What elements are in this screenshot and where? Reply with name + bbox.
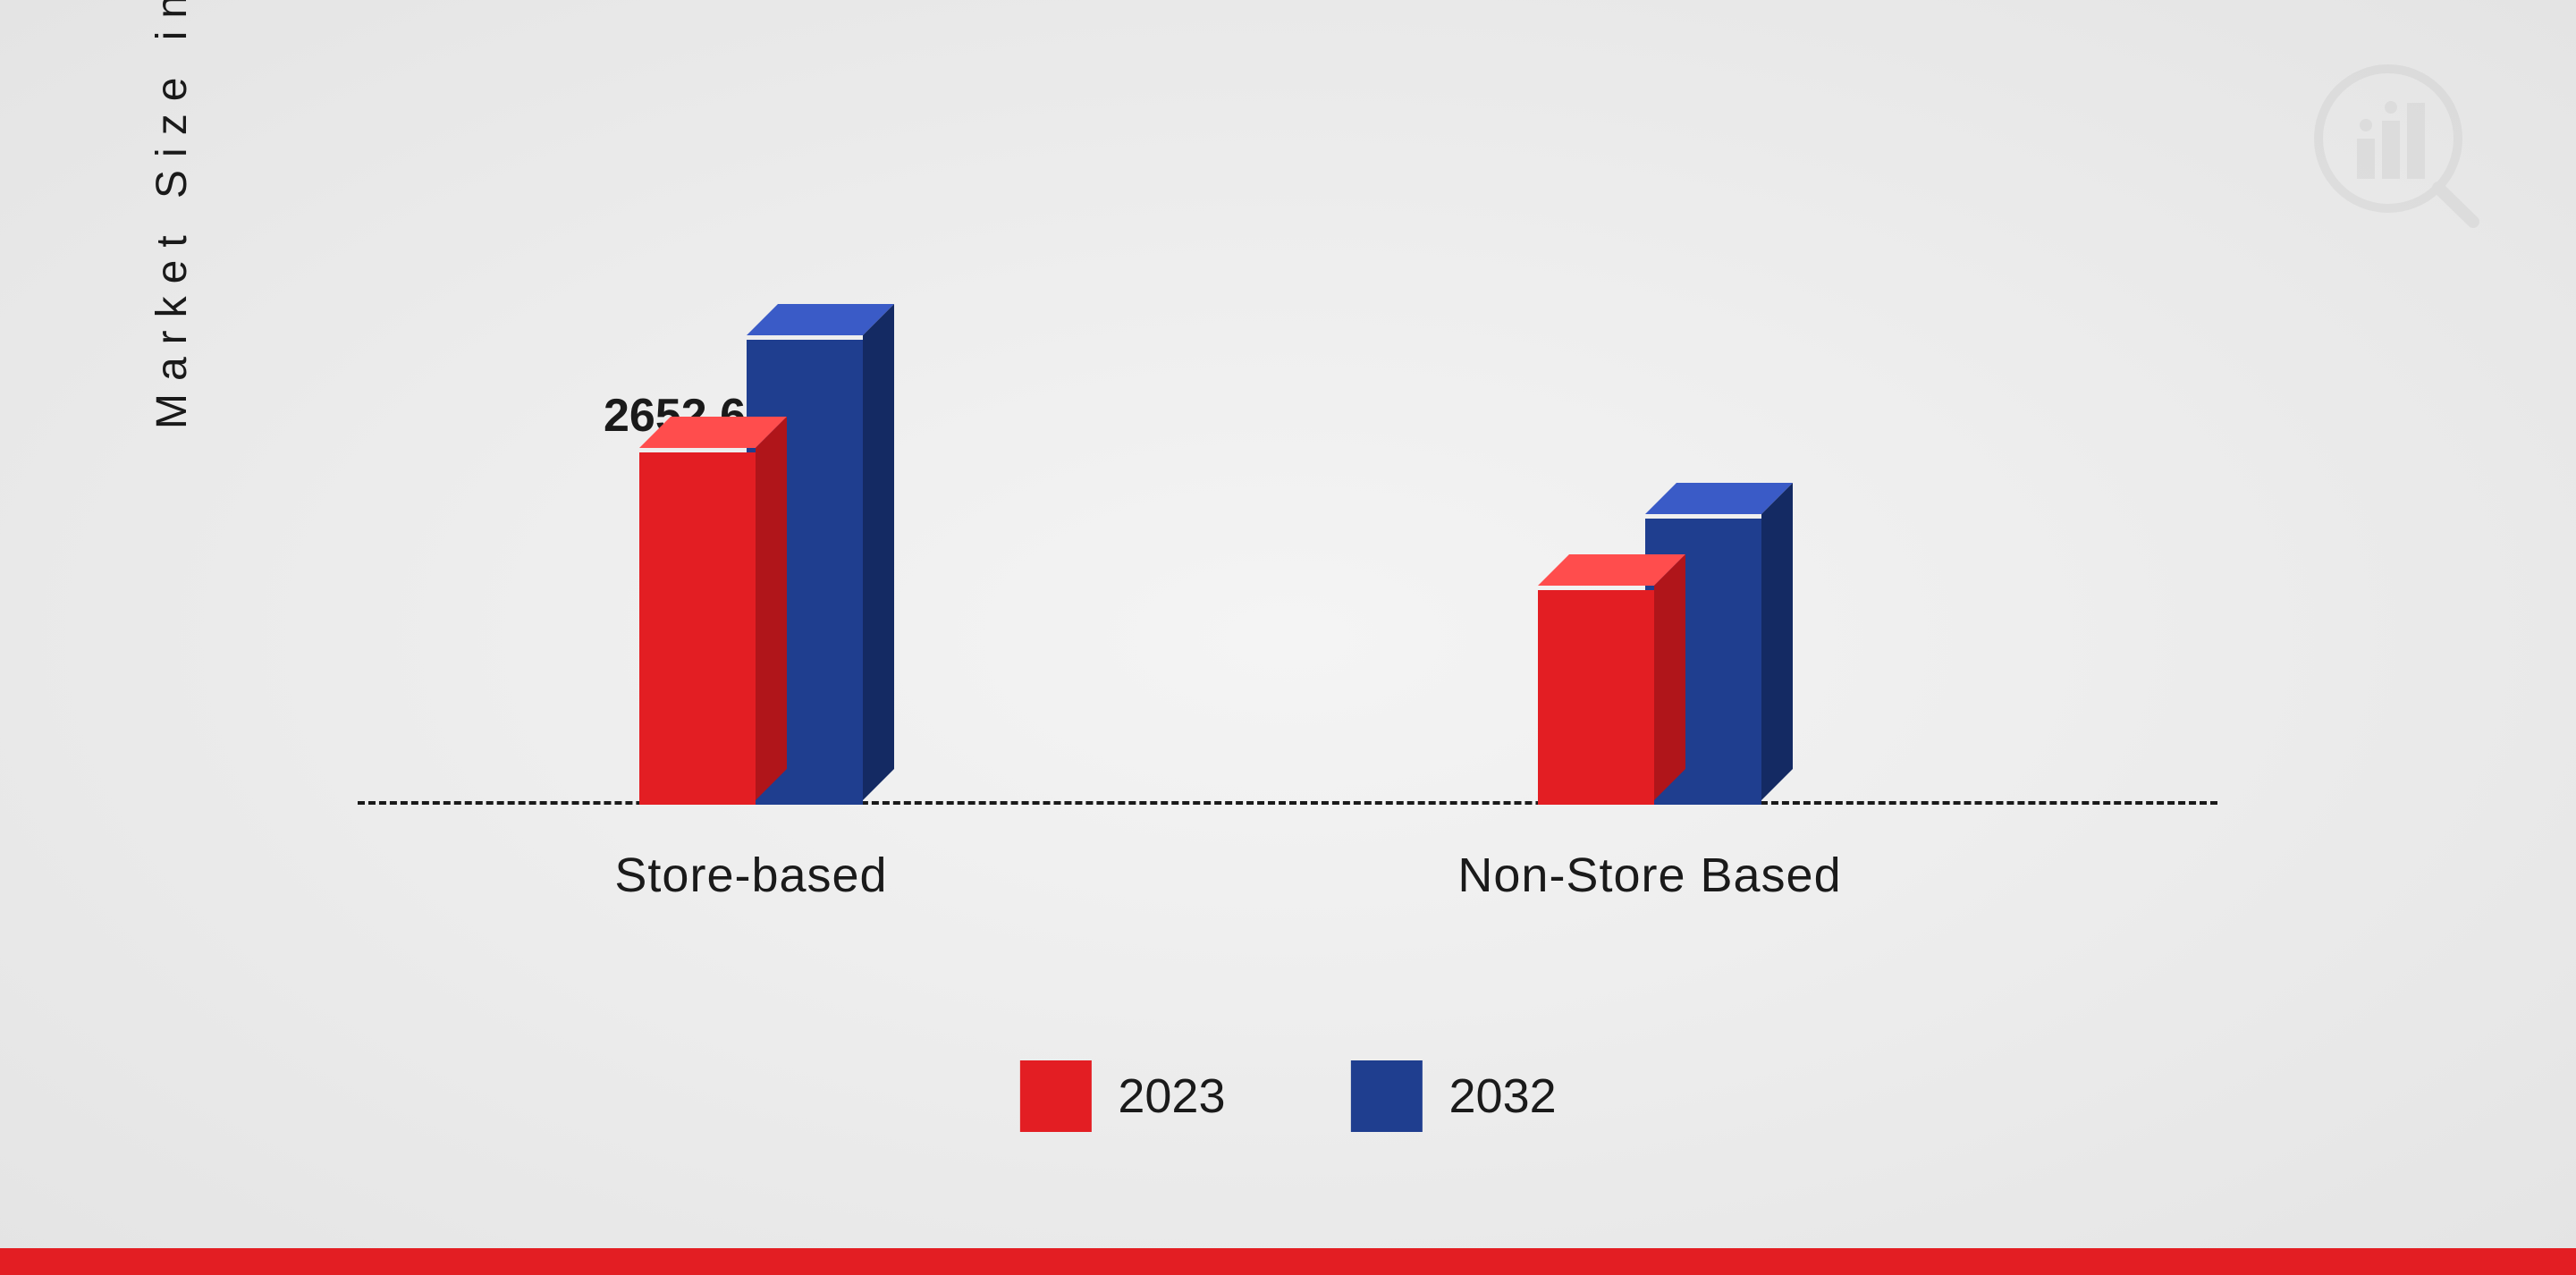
bar-side-face	[756, 417, 787, 805]
y-axis-label: Market Size in USD Mn	[148, 0, 197, 429]
chart-legend: 2023 2032	[1019, 1060, 1556, 1132]
chart-page: Market Size in USD Mn 2652.6	[0, 0, 2576, 1275]
watermark-svg	[2308, 54, 2487, 232]
footer-accent-bar	[0, 1248, 2576, 1275]
bar-side-face	[1761, 483, 1793, 805]
bar-front-face	[639, 452, 756, 805]
bar-front-face	[1538, 590, 1654, 805]
bar-side-face	[863, 304, 894, 805]
bar-2023-non-store-based	[1538, 590, 1654, 805]
watermark-logo	[2308, 54, 2487, 237]
legend-label-2023: 2023	[1118, 1068, 1225, 1124]
legend-item-2032: 2032	[1351, 1060, 1557, 1132]
legend-swatch-2032	[1351, 1060, 1423, 1132]
x-axis-label-non-store-based: Non-Store Based	[1457, 848, 1841, 903]
legend-label-2032: 2032	[1449, 1068, 1557, 1124]
bar-2023-store-based	[639, 452, 756, 805]
bar-group-non-store-based: Non-Store Based	[1538, 519, 1761, 805]
plot-area: 2652.6	[358, 179, 2217, 805]
x-axis-baseline	[358, 801, 2217, 805]
bar-group-store-based: Store-based	[639, 340, 863, 805]
legend-item-2023: 2023	[1019, 1060, 1225, 1132]
legend-swatch-2023	[1019, 1060, 1091, 1132]
bar-side-face	[1654, 554, 1685, 805]
x-axis-label-store-based: Store-based	[614, 848, 887, 903]
